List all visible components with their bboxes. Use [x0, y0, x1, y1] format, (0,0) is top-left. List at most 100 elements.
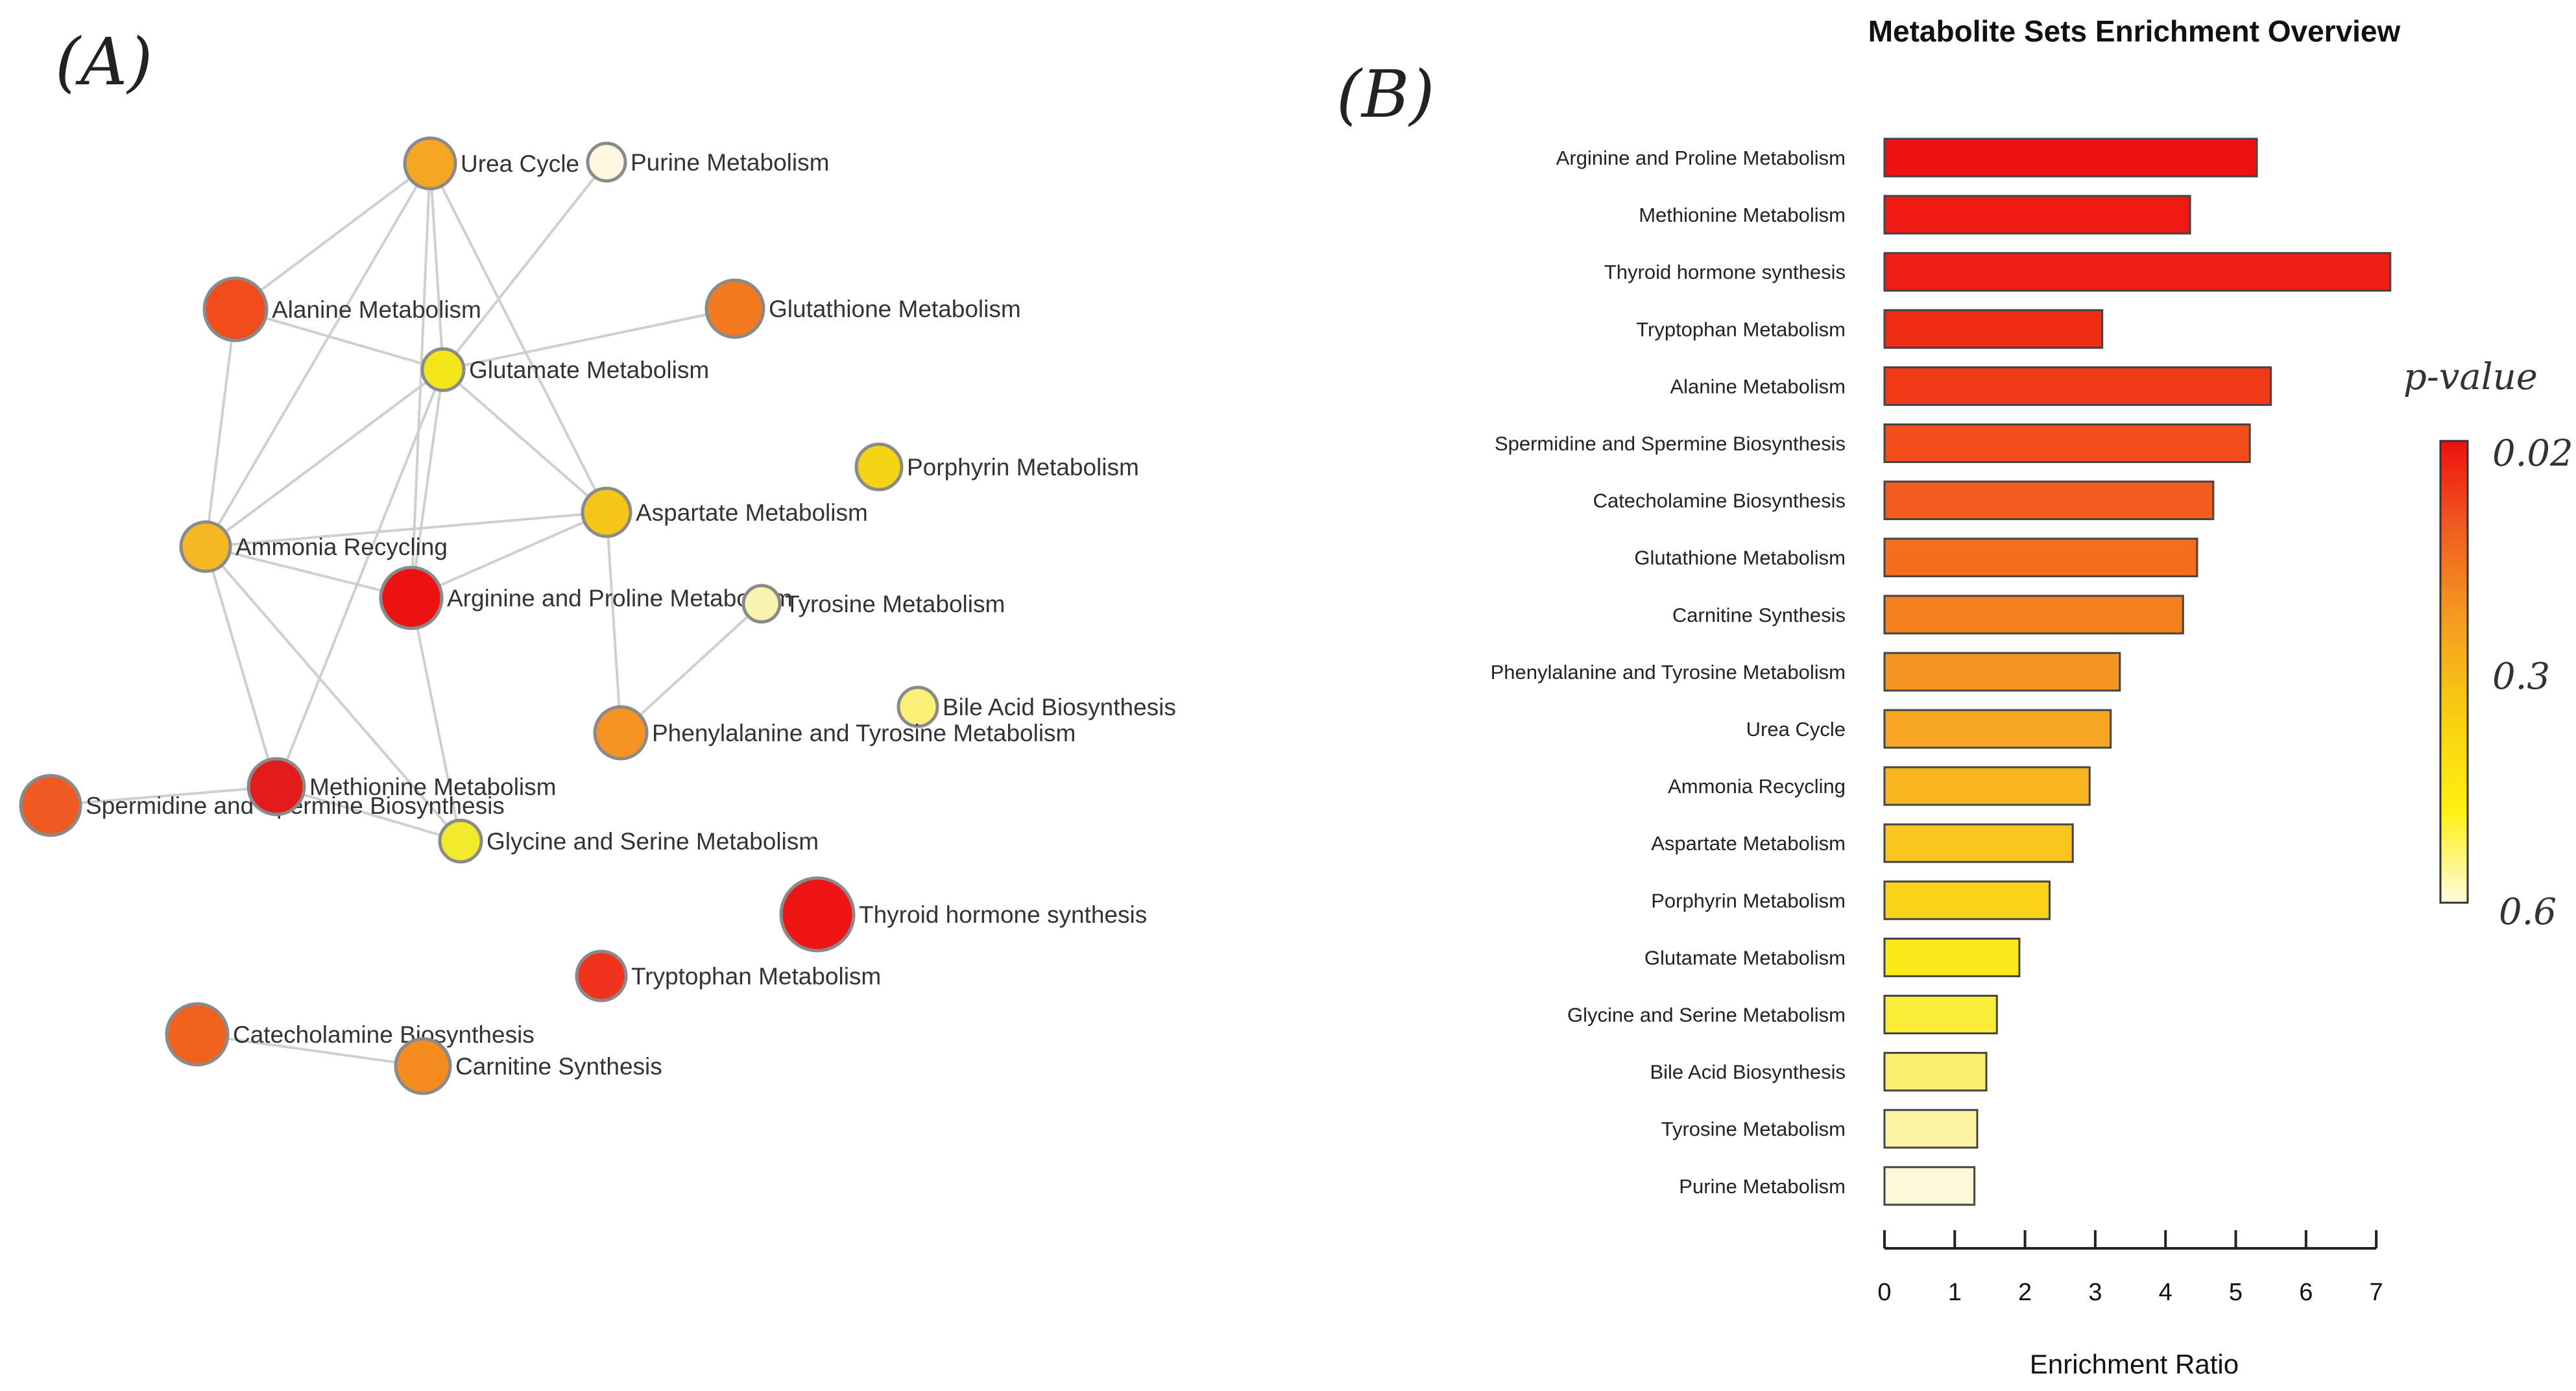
node-label-alanine: Alanine Metabolism	[272, 296, 481, 323]
bar-label: Aspartate Metabolism	[1651, 832, 1846, 855]
bar	[1883, 880, 2051, 920]
node-label-urea: Urea Cycle	[461, 150, 579, 177]
node-label-arginine: Arginine and Proline Metabolism	[447, 585, 793, 612]
bar-label: Glutamate Metabolism	[1644, 946, 1846, 969]
node-porphyrin: Porphyrin Metabolism	[854, 442, 1139, 492]
bar-label: Tyrosine Metabolism	[1661, 1118, 1846, 1141]
node-circle-alanine	[202, 276, 269, 342]
bar	[1883, 709, 2112, 749]
edge-aspartate-arginine	[411, 511, 607, 599]
node-catecholamine: Catecholamine Biosynthesis	[165, 1002, 535, 1067]
legend-tick-bottom: 0.6	[2499, 891, 2557, 933]
node-label-porphyrin: Porphyrin Metabolism	[907, 454, 1139, 481]
node-circle-ammonia	[179, 520, 232, 573]
bar	[1883, 766, 2091, 806]
x-tick-label: 2	[2018, 1279, 2032, 1306]
bar	[1883, 995, 1998, 1034]
edge-tyrosine-phenylalanine	[620, 602, 763, 734]
network-panel: (A) Urea Cycle Purine Metabolism Alanine M…	[19, 24, 1176, 1095]
bar	[1883, 252, 2392, 292]
node-label-thyroid: Thyroid hormone synthesis	[859, 901, 1147, 928]
node-circle-purine	[586, 141, 627, 183]
bar-label: Porphyrin Metabolism	[1651, 889, 1846, 912]
bar-label: Carnitine Synthesis	[1672, 604, 1846, 626]
node-tryptophan: Tryptophan Metabolism	[575, 949, 881, 1003]
x-axis-title: Enrichment Ratio	[2030, 1349, 2239, 1379]
bar-label: Phenylalanine and Tyrosine Metabolism	[1491, 661, 1846, 684]
node-alanine: Alanine Metabolism	[202, 276, 481, 342]
chart-title: Metabolite Sets Enrichment Overview	[1868, 14, 2401, 48]
edge-alanine-glutamate	[235, 308, 444, 371]
node-purine: Purine Metabolism	[586, 141, 829, 183]
node-circle-bileacid	[897, 685, 939, 728]
node-circle-thyroid	[779, 876, 856, 953]
x-tick-label: 5	[2229, 1279, 2243, 1306]
bar	[1883, 538, 2198, 578]
bar-label: Alanine Metabolism	[1670, 375, 1846, 398]
node-label-tyrosine: Tyrosine Metabolism	[785, 591, 1005, 617]
bar	[1883, 195, 2191, 235]
node-circle-tyrosine	[741, 584, 782, 624]
network-edges	[50, 161, 763, 1067]
node-label-methionine: Methionine Metabolism	[309, 774, 556, 800]
node-tyrosine: Tyrosine Metabolism	[741, 584, 1005, 624]
edge-urea-arginine	[410, 163, 431, 599]
node-glycine: Glycine and Serine Metabolism	[438, 818, 819, 864]
node-methionine: Methionine Metabolism	[247, 757, 556, 816]
bar-label: Glycine and Serine Metabolism	[1567, 1004, 1846, 1027]
node-label-catecholamine: Catecholamine Biosynthesis	[233, 1021, 535, 1048]
node-circle-catecholamine	[165, 1002, 230, 1067]
node-label-tryptophan: Tryptophan Metabolism	[631, 963, 881, 990]
node-label-aspartate: Aspartate Metabolism	[636, 499, 868, 526]
x-tick-label: 0	[1877, 1279, 1891, 1306]
edge-urea-aspartate	[429, 163, 608, 513]
bar	[1883, 366, 2272, 406]
node-circle-methionine	[247, 757, 306, 816]
edge-spermidine-methionine	[50, 785, 277, 807]
node-label-glutathione: Glutathione Metabolism	[769, 296, 1021, 322]
bar-label: Glutathione Metabolism	[1634, 547, 1846, 569]
edge-glutamate-ammonia	[204, 368, 444, 548]
bar-chart-panel: (B) Metabolite Sets Enrichment Overview …	[1336, 14, 2573, 1379]
edge-urea-ammonia	[204, 162, 431, 548]
node-label-glutamate: Glutamate Metabolism	[469, 357, 709, 383]
node-label-glycine: Glycine and Serine Metabolism	[487, 828, 819, 855]
bar	[1883, 309, 2104, 349]
node-circle-porphyrin	[854, 442, 904, 492]
node-glutamate: Glutamate Metabolism	[420, 347, 709, 392]
node-circle-phenylalanine	[593, 705, 649, 761]
bar	[1883, 1052, 1988, 1092]
bar	[1883, 137, 2258, 178]
node-label-carnitine: Carnitine Synthesis	[455, 1053, 662, 1080]
node-circle-arginine	[379, 565, 444, 630]
x-tick-label: 1	[1948, 1279, 1962, 1306]
edge-purine-glutamate	[442, 161, 608, 371]
bar	[1883, 423, 2251, 463]
edge-methionine-glycine	[276, 785, 461, 842]
panel-b-label: (B)	[1336, 56, 1435, 132]
bar	[1883, 595, 2184, 635]
node-circle-glycine	[438, 818, 483, 864]
node-circle-urea	[403, 136, 457, 191]
x-tick-label: 6	[2299, 1279, 2313, 1306]
edge-glutamate-aspartate	[442, 368, 608, 514]
node-label-ammonia: Ammonia Recycling	[235, 534, 448, 560]
node-aspartate: Aspartate Metabolism	[581, 486, 868, 538]
bar	[1883, 823, 2074, 863]
legend-tick-mid: 0.3	[2492, 656, 2550, 698]
edge-ammonia-methionine	[204, 546, 278, 787]
node-ammonia: Ammonia Recycling	[179, 520, 448, 573]
edge-aspartate-phenylalanine	[605, 512, 622, 733]
node-arginine: Arginine and Proline Metabolism	[379, 565, 793, 630]
bar	[1883, 1109, 1979, 1149]
bar-label: Purine Metabolism	[1679, 1175, 1846, 1198]
panel-a-label: (A)	[55, 24, 152, 100]
bar-label: Urea Cycle	[1746, 718, 1846, 741]
node-circle-carnitine	[394, 1037, 452, 1095]
bar-label: Bile Acid Biosynthesis	[1650, 1061, 1846, 1084]
node-label-bileacid: Bile Acid Biosynthesis	[943, 694, 1176, 720]
node-carnitine: Carnitine Synthesis	[394, 1037, 662, 1095]
node-bileacid: Bile Acid Biosynthesis	[897, 685, 1176, 728]
edge-glutathione-glutamate	[442, 307, 736, 371]
node-circle-glutamate	[420, 347, 466, 392]
